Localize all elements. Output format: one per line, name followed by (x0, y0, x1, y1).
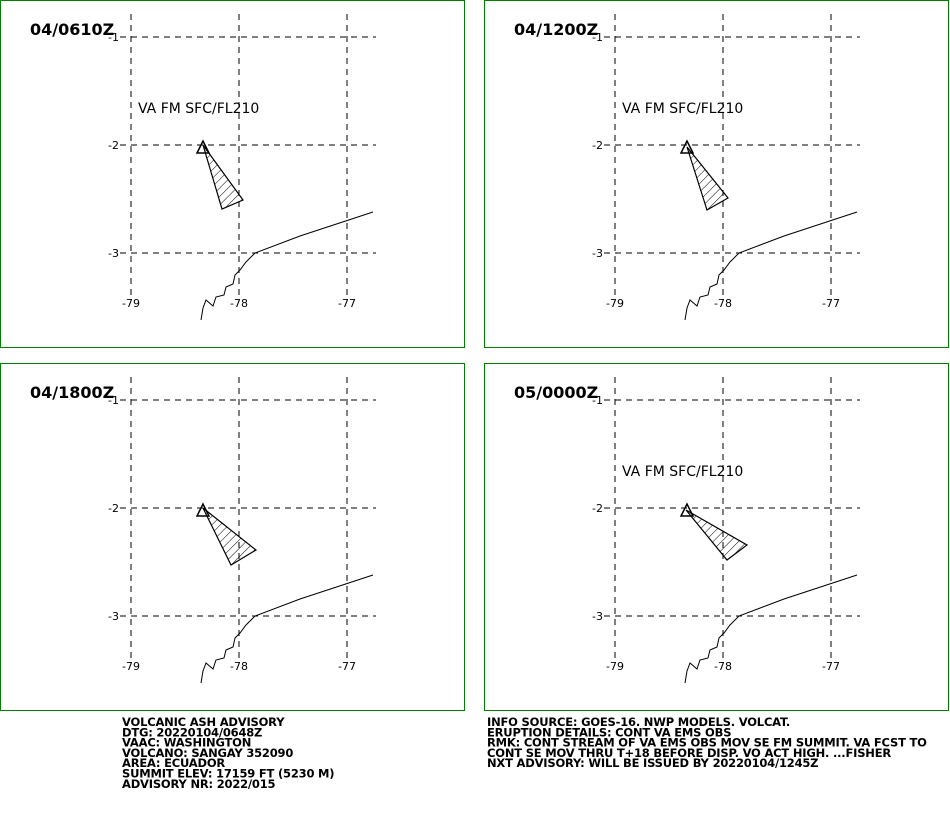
lat-label: -1 (592, 394, 603, 407)
footer-right-line: NXT ADVISORY: WILL BE ISSUED BY 20220104… (487, 756, 818, 770)
lon-label: -78 (714, 660, 732, 673)
panel-title: 04/1200Z (514, 20, 598, 39)
lon-label: -78 (714, 297, 732, 310)
ash-area (202, 144, 244, 210)
lat-label: -3 (592, 247, 603, 260)
lon-label: -77 (822, 660, 840, 673)
lon-label: -77 (338, 660, 356, 673)
map-panel: -1 -2 -3 -79 -78 -77 04/1800Z (0, 363, 465, 711)
lat-label: -3 (108, 610, 119, 623)
lon-label: -78 (230, 297, 248, 310)
lon-label: -79 (606, 660, 624, 673)
panel-border (484, 363, 949, 711)
panel-title: 04/0610Z (30, 20, 114, 39)
footer-left-line: SUMMIT ELEV: 17159 FT (5230 M) (122, 767, 334, 781)
map-panel: -1 -2 -3 -79 -78 -77 04/1200Z VA FM SFC/FL210 (484, 0, 949, 348)
map-panel: -1 -2 -3 -79 -78 -77 04/0610Z VA FM SFC/FL210 (0, 0, 465, 348)
lon-label: -78 (230, 660, 248, 673)
footer-right-line: RMK: CONT STREAM OF VA EMS OBS MOV SE FM… (487, 736, 927, 750)
footer-left-line: DTG: 20220104/0648Z (122, 725, 262, 739)
lat-label: -1 (592, 31, 603, 44)
lat-label: -2 (592, 139, 603, 152)
footer-right-line: ERUPTION DETAILS: CONT VA EMS OBS (487, 725, 731, 739)
lon-label: -79 (122, 297, 140, 310)
volcano-symbol (195, 139, 211, 154)
lat-label: -2 (108, 139, 119, 152)
lat-label: -2 (108, 502, 119, 515)
lat-label: -1 (108, 394, 119, 407)
ash-area (686, 146, 729, 211)
ash-label: VA FM SFC/FL210 (622, 101, 743, 117)
lat-label: -2 (592, 502, 603, 515)
lat-label: -1 (108, 31, 119, 44)
panel-border (484, 0, 949, 348)
footer-right-line: CONT SE MOV THRU T+18 BEFORE DISP. VO AC… (487, 746, 891, 760)
volcano-symbol (679, 502, 695, 517)
footer-left-line: AREA: ECUADOR (122, 756, 225, 770)
lon-label: -79 (606, 297, 624, 310)
footer-right-line: INFO SOURCE: GOES-16. NWP MODELS. VOLCAT… (487, 715, 790, 729)
footer-left-line: VOLCANIC ASH ADVISORY (122, 715, 285, 729)
ash-area (685, 509, 749, 561)
lon-label: -79 (122, 660, 140, 673)
lon-label: -77 (338, 297, 356, 310)
volcano-symbol (679, 139, 695, 154)
ash-area (202, 507, 258, 566)
coastline (200, 574, 374, 684)
footer-left-line: ADVISORY NR: 2022/015 (122, 777, 276, 791)
lat-label: -3 (108, 247, 119, 260)
footer-left-line: VAAC: WASHINGTON (122, 736, 251, 750)
coastline (684, 211, 858, 321)
ash-label: VA FM SFC/FL210 (138, 101, 259, 117)
panel-title: 04/1800Z (30, 383, 114, 402)
map-panel: -1 -2 -3 -79 -78 -77 05/0000Z VA FM SFC/FL210 (484, 363, 949, 711)
footer-left-line: VOLCANO: SANGAY 352090 (122, 746, 293, 760)
coastline (200, 211, 374, 321)
volcano-symbol (195, 502, 211, 517)
panel-border (0, 0, 465, 348)
lon-label: -77 (822, 297, 840, 310)
lat-label: -3 (592, 610, 603, 623)
panel-title: 05/0000Z (514, 383, 598, 402)
coastline (684, 574, 858, 684)
panel-border (0, 363, 465, 711)
ash-label: VA FM SFC/FL210 (622, 464, 743, 480)
